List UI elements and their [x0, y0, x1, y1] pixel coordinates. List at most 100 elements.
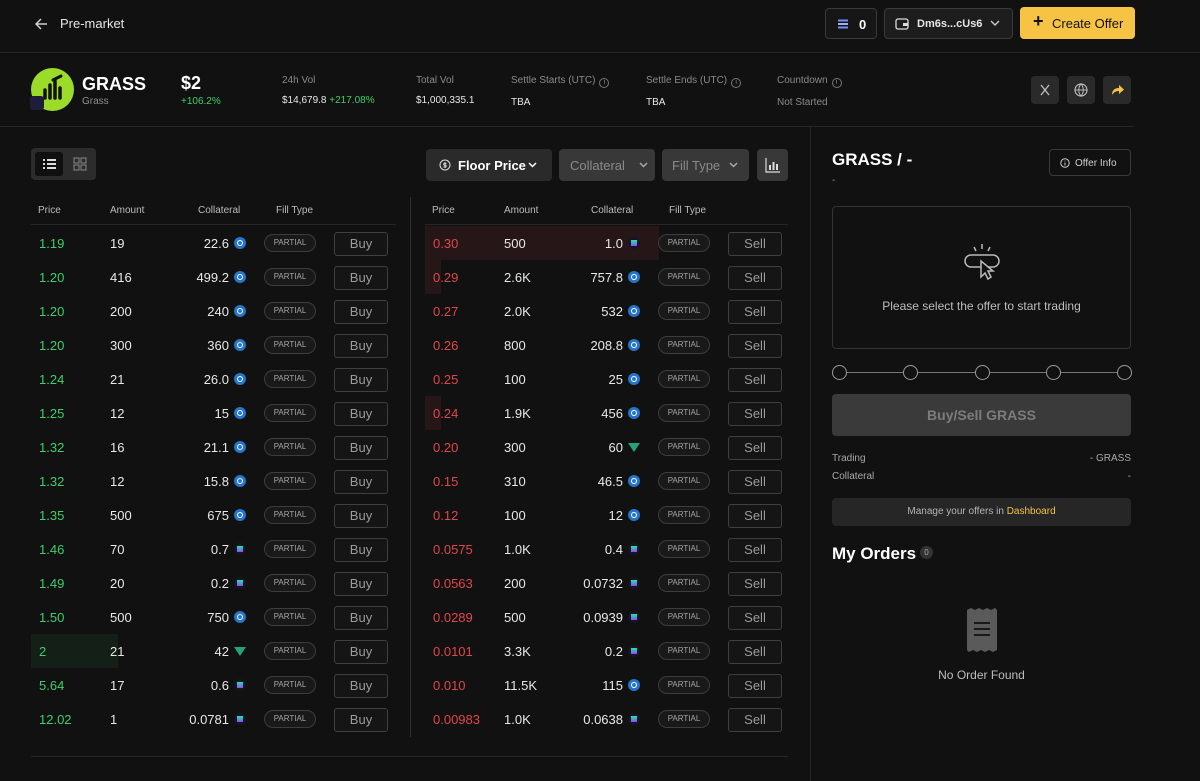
sell-order-row[interactable]: 0.15 310 46.5 PARTIAL Sell [425, 464, 790, 498]
sell-button[interactable]: Sell [728, 572, 782, 596]
sol-coin-icon [628, 645, 640, 657]
buy-order-row[interactable]: 1.32 12 15.8 PARTIAL Buy [31, 464, 396, 498]
info-icon[interactable]: i [599, 78, 610, 88]
slider-step[interactable] [975, 365, 990, 380]
sell-order-row[interactable]: 0.12 100 12 PARTIAL Sell [425, 498, 790, 532]
sell-button[interactable]: Sell [728, 368, 782, 392]
buy-sell-button[interactable]: Buy/Sell GRASS [832, 394, 1131, 436]
collateral-value: 456 [601, 406, 623, 421]
buy-button[interactable]: Buy [334, 538, 388, 562]
grid-view-icon[interactable] [68, 152, 92, 176]
info-icon[interactable]: i [731, 78, 742, 88]
sell-button[interactable]: Sell [728, 504, 782, 528]
buy-order-row[interactable]: 1.24 21 26.0 PARTIAL Buy [31, 362, 396, 396]
sell-button[interactable]: Sell [728, 538, 782, 562]
balance-button[interactable]: 0 [825, 8, 877, 39]
sell-order-row[interactable]: 0.0101 3.3K 0.2 PARTIAL Sell [425, 634, 790, 668]
collateral-value: 42 [214, 644, 229, 659]
list-view-button[interactable] [35, 152, 63, 176]
buy-button[interactable]: Buy [334, 300, 388, 324]
buy-order-row[interactable]: 1.19 19 22.6 PARTIAL Buy [31, 226, 396, 260]
slider-step[interactable] [1046, 365, 1061, 380]
buy-order-row[interactable]: 5.64 17 0.6 PARTIAL Buy [31, 668, 396, 702]
offer-info-button[interactable]: Offer Info [1049, 149, 1131, 176]
order-collateral: 12 [545, 508, 640, 523]
back-arrow-icon[interactable] [33, 14, 49, 34]
buy-button[interactable]: Buy [334, 266, 388, 290]
buy-order-row[interactable]: 1.20 200 240 PARTIAL Buy [31, 294, 396, 328]
sell-order-row[interactable]: 0.010 11.5K 115 PARTIAL Sell [425, 668, 790, 702]
sell-button[interactable]: Sell [728, 436, 782, 460]
token-price: $2 [181, 73, 202, 93]
buy-button[interactable]: Buy [334, 708, 388, 732]
sell-order-row[interactable]: 0.26 800 208.8 PARTIAL Sell [425, 328, 790, 362]
sell-order-row[interactable]: 0.27 2.0K 532 PARTIAL Sell [425, 294, 790, 328]
slider-step[interactable] [832, 365, 847, 380]
sell-button[interactable]: Sell [728, 640, 782, 664]
buy-button[interactable]: Buy [334, 504, 388, 528]
fill-type-badge: PARTIAL [658, 574, 710, 592]
create-offer-button[interactable]: + Create Offer [1020, 7, 1135, 39]
wallet-button[interactable]: Dm6s...cUs6 [884, 8, 1013, 39]
buy-button[interactable]: Buy [334, 436, 388, 460]
floor-price-dropdown[interactable]: Floor Price [426, 149, 552, 181]
share-button[interactable] [1103, 76, 1131, 104]
sell-order-row[interactable]: 0.29 2.6K 757.8 PARTIAL Sell [425, 260, 790, 294]
buy-order-row[interactable]: 1.35 500 675 PARTIAL Buy [31, 498, 396, 532]
slider-step[interactable] [903, 365, 918, 380]
sell-button[interactable]: Sell [728, 402, 782, 426]
buy-order-row[interactable]: 1.20 300 360 PARTIAL Buy [31, 328, 396, 362]
sell-order-row[interactable]: 0.00983 1.0K 0.0638 PARTIAL Sell [425, 702, 790, 736]
fill-type-badge: PARTIAL [264, 302, 316, 320]
buy-button[interactable]: Buy [334, 470, 388, 494]
buy-button[interactable]: Buy [334, 572, 388, 596]
sell-button[interactable]: Sell [728, 708, 782, 732]
buy-order-row[interactable]: 12.02 1 0.0781 PARTIAL Buy [31, 702, 396, 736]
plus-icon: + [1033, 11, 1044, 31]
fill-type-badge: PARTIAL [264, 370, 316, 388]
sell-button[interactable]: Sell [728, 606, 782, 630]
sell-order-row[interactable]: 0.20 300 60 PARTIAL Sell [425, 430, 790, 464]
buy-button[interactable]: Buy [334, 674, 388, 698]
buy-button[interactable]: Buy [334, 232, 388, 256]
buy-button[interactable]: Buy [334, 640, 388, 664]
buy-order-row[interactable]: 1.50 500 750 PARTIAL Buy [31, 600, 396, 634]
collateral-dropdown[interactable]: Collateral [559, 149, 655, 181]
sell-order-row[interactable]: 0.0289 500 0.0939 PARTIAL Sell [425, 600, 790, 634]
buy-order-row[interactable]: 1.32 16 21.1 PARTIAL Buy [31, 430, 396, 464]
buy-order-row[interactable]: 1.49 20 0.2 PARTIAL Buy [31, 566, 396, 600]
sell-order-row[interactable]: 0.0575 1.0K 0.4 PARTIAL Sell [425, 532, 790, 566]
sell-button[interactable]: Sell [728, 334, 782, 358]
grass-logo-icon [43, 74, 63, 100]
sell-order-row[interactable]: 0.30 500 1.0 PARTIAL Sell [425, 226, 790, 260]
buy-order-row[interactable]: 1.46 70 0.7 PARTIAL Buy [31, 532, 396, 566]
info-icon[interactable]: i [831, 78, 842, 88]
sell-order-row[interactable]: 0.24 1.9K 456 PARTIAL Sell [425, 396, 790, 430]
order-collateral: 0.4 [545, 542, 640, 557]
buy-button[interactable]: Buy [334, 606, 388, 630]
buy-button[interactable]: Buy [334, 334, 388, 358]
chart-button[interactable] [757, 149, 788, 181]
buy-order-row[interactable]: 2 21 42 PARTIAL Buy [31, 634, 396, 668]
order-price: 0.0289 [433, 610, 473, 625]
amount-slider[interactable] [832, 364, 1132, 380]
usdc-coin-icon [234, 475, 246, 487]
sell-button[interactable]: Sell [728, 300, 782, 324]
buy-button[interactable]: Buy [334, 402, 388, 426]
sell-button[interactable]: Sell [728, 674, 782, 698]
sell-order-row[interactable]: 0.25 100 25 PARTIAL Sell [425, 362, 790, 396]
buy-button[interactable]: Buy [334, 368, 388, 392]
order-amount: 12 [110, 474, 125, 489]
sell-order-row[interactable]: 0.0563 200 0.0732 PARTIAL Sell [425, 566, 790, 600]
fill-type-dropdown[interactable]: Fill Type [662, 149, 749, 181]
website-button[interactable] [1067, 76, 1095, 104]
sell-button[interactable]: Sell [728, 470, 782, 494]
sell-button[interactable]: Sell [728, 232, 782, 256]
collateral-value: 532 [601, 304, 623, 319]
slider-step[interactable] [1117, 365, 1132, 380]
buy-order-row[interactable]: 1.25 12 15 PARTIAL Buy [31, 396, 396, 430]
sell-button[interactable]: Sell [728, 266, 782, 290]
dashboard-link[interactable]: Dashboard [1006, 506, 1056, 517]
buy-order-row[interactable]: 1.20 416 499.2 PARTIAL Buy [31, 260, 396, 294]
x-twitter-button[interactable] [1031, 76, 1059, 104]
